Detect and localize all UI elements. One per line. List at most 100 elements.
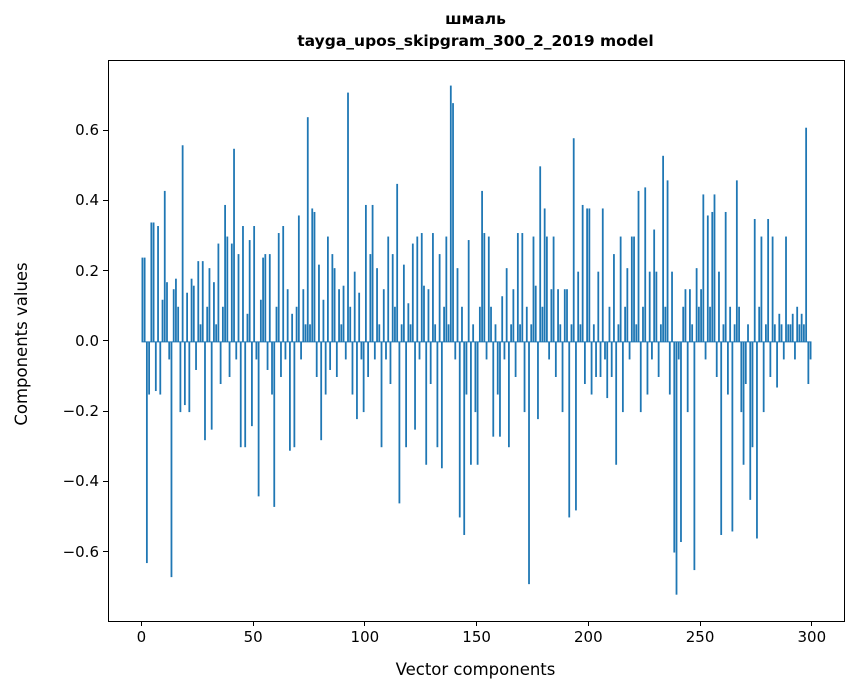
bar [492, 341, 495, 437]
bar [181, 145, 184, 342]
bar [684, 289, 687, 342]
bar [179, 341, 182, 413]
bar [646, 341, 649, 395]
bar [724, 211, 727, 342]
bar [282, 226, 285, 342]
bar [709, 306, 711, 342]
bar [385, 341, 387, 360]
bar [541, 306, 544, 342]
bar [177, 306, 180, 342]
bar [367, 341, 370, 377]
bar [445, 236, 448, 342]
bar [680, 341, 682, 543]
bar [197, 261, 200, 342]
bar [380, 341, 383, 448]
bar [266, 341, 269, 370]
bar [697, 306, 700, 342]
bar [320, 341, 323, 441]
bar [546, 236, 548, 342]
bar [566, 289, 568, 342]
bar [327, 236, 329, 342]
bar [394, 306, 396, 342]
bar [749, 341, 752, 500]
bar [751, 341, 754, 448]
bar [313, 211, 316, 342]
bar [277, 233, 280, 342]
bar [356, 341, 358, 420]
bar [255, 341, 258, 360]
bar [653, 229, 656, 342]
bar [219, 341, 222, 385]
bar [154, 341, 157, 392]
bar [423, 285, 425, 342]
bar [510, 324, 513, 342]
bar [711, 211, 714, 342]
y-tick-mark [103, 551, 108, 553]
bar [496, 341, 499, 395]
bar [271, 341, 273, 395]
bar [411, 243, 414, 342]
bar [183, 341, 186, 406]
bar [744, 341, 747, 385]
bar [239, 341, 242, 448]
bar [344, 341, 347, 360]
bar [577, 271, 580, 342]
bar [449, 85, 452, 342]
bar [722, 324, 725, 342]
bar [264, 254, 267, 342]
bar [199, 324, 202, 342]
chart-title-line1: шмаль [445, 10, 506, 28]
bar [805, 127, 808, 342]
bar [523, 341, 526, 413]
bar [501, 296, 504, 342]
bar [228, 341, 231, 377]
bar [655, 271, 658, 342]
bar [539, 166, 542, 342]
bar [543, 208, 546, 342]
bar [742, 341, 745, 465]
bar [664, 306, 667, 342]
bar [628, 341, 631, 360]
bar [400, 324, 403, 342]
bar [273, 341, 276, 507]
bar [398, 341, 401, 504]
bar [217, 243, 220, 342]
bar [776, 341, 778, 388]
bar [635, 324, 638, 342]
bar [548, 341, 551, 360]
bar [715, 341, 718, 377]
bar [563, 289, 566, 342]
x-tick-mark [699, 621, 701, 626]
bar [503, 341, 506, 360]
bar [262, 257, 264, 342]
bar [592, 324, 595, 342]
bar [778, 313, 781, 342]
bar [454, 341, 457, 360]
bar [432, 233, 434, 342]
bar [268, 254, 271, 342]
bar [425, 341, 428, 465]
bar [633, 236, 635, 342]
bar [626, 268, 629, 342]
bar [221, 306, 224, 342]
bar [595, 341, 597, 377]
bar [402, 264, 405, 342]
bar [360, 341, 363, 360]
bar [251, 341, 253, 427]
bar [588, 208, 591, 342]
bar [490, 306, 492, 342]
bar [141, 257, 144, 342]
bar [465, 341, 468, 395]
bar [376, 268, 378, 342]
bar [802, 324, 805, 342]
bar [150, 222, 153, 342]
bar [586, 208, 589, 342]
bar [461, 306, 463, 342]
bar [675, 341, 678, 595]
bar [483, 233, 486, 342]
bar [190, 278, 193, 342]
bar [436, 341, 439, 448]
bar [166, 282, 168, 342]
bar [760, 236, 763, 342]
